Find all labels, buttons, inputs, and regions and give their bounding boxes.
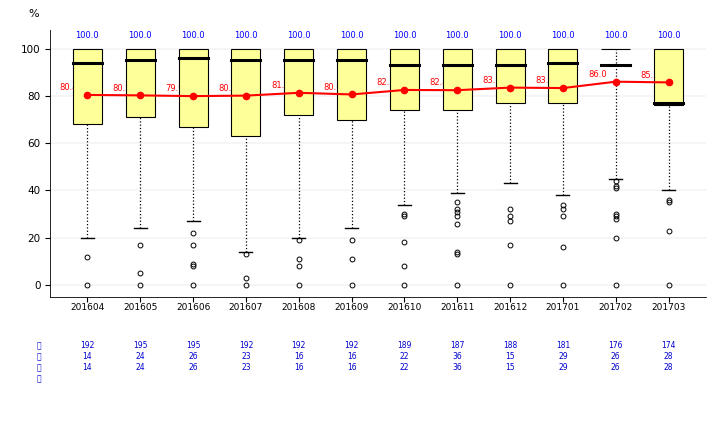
Text: 83.3: 83.3 (535, 76, 554, 85)
Text: 80.1: 80.1 (218, 84, 237, 93)
Text: 100.0: 100.0 (287, 31, 310, 40)
Bar (179, 49, 207, 127)
Text: 82.5: 82.5 (377, 78, 395, 87)
Bar (495, 49, 525, 103)
Text: 188
15
15: 188 15 15 (503, 341, 517, 372)
Text: 80.2: 80.2 (112, 84, 131, 92)
Text: 100.0: 100.0 (657, 31, 680, 40)
Text: 174
28
28: 174 28 28 (662, 341, 676, 372)
Text: 100.0: 100.0 (76, 31, 99, 40)
Text: 195
26
26: 195 26 26 (186, 341, 200, 372)
Text: 100.0: 100.0 (181, 31, 205, 40)
Text: 100.0: 100.0 (234, 31, 258, 40)
Text: 192
16
16: 192 16 16 (292, 341, 306, 372)
Bar (390, 49, 419, 110)
Text: 100.0: 100.0 (340, 31, 364, 40)
Text: 85.7: 85.7 (641, 70, 660, 80)
Bar (549, 49, 577, 103)
Text: 100.0: 100.0 (498, 31, 522, 40)
Text: 100.0: 100.0 (446, 31, 469, 40)
Bar (443, 49, 472, 110)
Bar (126, 49, 155, 117)
Text: 81.3: 81.3 (271, 81, 289, 90)
Text: 100.0: 100.0 (604, 31, 628, 40)
Text: 100.0: 100.0 (551, 31, 575, 40)
Text: 80.6: 80.6 (324, 83, 343, 92)
Text: 181
29
29: 181 29 29 (556, 341, 570, 372)
Bar (231, 49, 261, 136)
Text: 100.0: 100.0 (392, 31, 416, 40)
Text: 79.9: 79.9 (166, 84, 184, 93)
Bar (284, 49, 313, 115)
Text: 分
子
分
母: 分 子 分 母 (37, 341, 42, 384)
Text: 192
14
14: 192 14 14 (80, 341, 94, 372)
Bar (73, 49, 102, 124)
Text: 83.5: 83.5 (482, 76, 501, 85)
Text: 187
36
36: 187 36 36 (450, 341, 464, 372)
Text: 195
24
24: 195 24 24 (133, 341, 148, 372)
Y-axis label: %: % (29, 9, 40, 19)
Text: 100.0: 100.0 (128, 31, 152, 40)
Text: 86.0: 86.0 (588, 70, 606, 79)
Text: 176
26
26: 176 26 26 (608, 341, 623, 372)
Text: 192
16
16: 192 16 16 (344, 341, 359, 372)
Bar (337, 49, 366, 120)
Bar (654, 49, 683, 105)
Text: 189
22
22: 189 22 22 (397, 341, 412, 372)
Text: 192
23
23: 192 23 23 (239, 341, 253, 372)
Text: 82.4: 82.4 (430, 78, 448, 87)
Text: 80.4: 80.4 (60, 83, 78, 92)
